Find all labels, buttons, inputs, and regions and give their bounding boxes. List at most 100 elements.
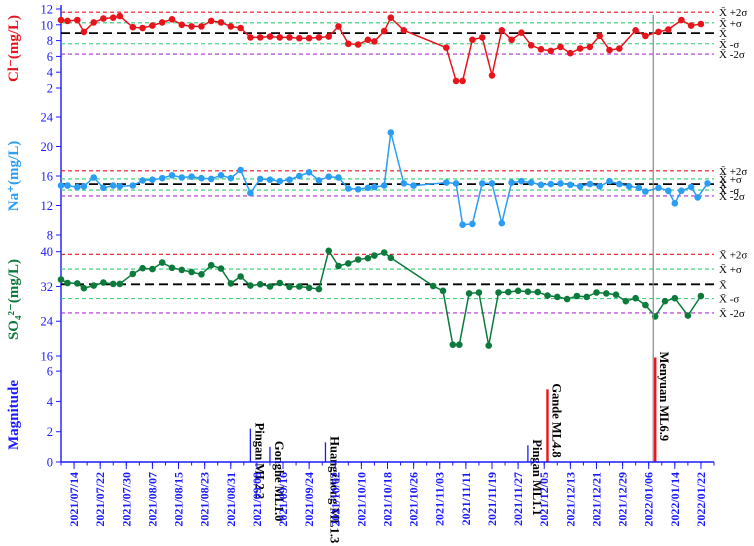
y-axis-label-cl: Cl⁻(mg/L)	[6, 15, 22, 82]
data-point-so4	[217, 265, 225, 272]
data-point-so4	[603, 290, 610, 297]
data-point-na	[687, 183, 695, 191]
data-point-cl	[665, 26, 672, 33]
y-tick-label-magnitude: 0	[47, 456, 53, 470]
data-point-cl	[469, 36, 476, 44]
data-point-na	[567, 181, 574, 189]
data-point-na	[266, 176, 274, 183]
data-point-na	[57, 182, 65, 189]
data-point-na	[139, 177, 146, 184]
data-point-na	[508, 179, 515, 186]
y-tick-label-cl: 12	[41, 3, 54, 17]
data-point-cl	[207, 17, 215, 25]
data-point-so4	[354, 256, 362, 263]
data-point-cl	[276, 34, 284, 41]
data-point-cl	[364, 36, 372, 44]
event-label: Menyuan ML6.9	[657, 352, 671, 442]
event-label: Gonghe ML1.0	[272, 441, 286, 522]
x-tick-label: 2021/11/27	[511, 472, 525, 526]
data-point-na	[469, 220, 476, 228]
data-point-na	[478, 180, 486, 187]
data-point-na	[498, 219, 506, 227]
stat-label-mean-so4: X̄	[719, 279, 727, 291]
data-point-na	[296, 172, 303, 180]
event-label: Huangzhong ML1.3	[327, 436, 341, 543]
data-point-cl	[380, 27, 388, 35]
data-point-na	[74, 183, 81, 191]
data-point-cl	[576, 45, 584, 52]
data-point-cl	[188, 23, 195, 30]
data-point-so4	[256, 281, 264, 288]
data-point-so4	[198, 271, 205, 278]
data-point-na	[586, 180, 594, 188]
data-point-cl	[90, 19, 97, 26]
y-tick-label-cl: 10	[41, 18, 54, 32]
data-point-so4	[524, 288, 532, 296]
data-point-so4	[661, 297, 669, 305]
data-point-cl	[256, 34, 264, 41]
data-point-cl	[596, 32, 603, 40]
y-tick-label-na: 20	[41, 140, 54, 154]
data-point-so4	[80, 284, 88, 292]
data-point-cl	[247, 34, 254, 41]
data-point-so4	[149, 265, 156, 273]
data-point-na	[443, 179, 450, 186]
x-tick-label: 2021/09/16	[276, 472, 290, 527]
data-point-so4	[286, 283, 293, 291]
y-axis-label-magnitude: Magnitude	[6, 380, 22, 450]
data-point-so4	[544, 292, 551, 299]
stat-label-mean-cl: X̄	[719, 28, 727, 40]
data-point-na	[625, 183, 633, 190]
data-point-so4	[207, 261, 215, 269]
y-tick-label-cl: 6	[47, 50, 53, 64]
x-tick-label: 2021/10/02	[328, 472, 342, 527]
data-point-so4	[227, 280, 235, 287]
data-point-so4	[449, 341, 457, 349]
x-tick-label: 2021/10/26	[407, 472, 421, 527]
data-point-so4	[563, 295, 571, 303]
data-point-na	[325, 173, 333, 180]
data-point-na	[694, 194, 701, 201]
panel-so4: 16 24 32 40 SO₄²⁻(mg/L) X̄ +2σ X̄ +σ X̄ X̄ -σ X̄ …	[6, 245, 747, 363]
data-point-so4	[129, 270, 137, 278]
data-point-so4	[57, 276, 65, 283]
data-point-na	[345, 185, 352, 192]
x-tick-label: 2021/10/18	[381, 472, 395, 527]
x-tick-label: 2021/12/29	[616, 472, 630, 527]
data-point-so4	[325, 247, 333, 255]
data-point-so4	[139, 264, 146, 272]
x-tick-label: 2021/08/15	[172, 472, 186, 527]
x-tick-label: 2021/07/30	[119, 472, 133, 527]
y-tick-label-na: 8	[47, 229, 53, 243]
data-point-so4	[168, 264, 176, 272]
data-point-cl	[149, 22, 156, 29]
data-point-so4	[237, 273, 244, 280]
data-point-na	[276, 177, 284, 185]
data-point-na	[557, 180, 564, 187]
data-point-so4	[247, 282, 254, 289]
data-point-cl	[335, 23, 342, 30]
data-point-na	[354, 186, 362, 193]
data-point-cl	[616, 45, 623, 52]
data-point-cl	[296, 34, 303, 42]
series-line-so4	[60, 248, 702, 346]
stat-label-mean-na: X̄	[719, 179, 727, 191]
data-point-so4	[495, 289, 502, 296]
data-point-cl	[315, 34, 323, 41]
stat-label-plus1-cl: X̄ +σ	[719, 18, 742, 30]
x-tick-label: 2022/01/22	[694, 472, 708, 527]
data-point-na	[371, 183, 378, 191]
data-point-so4	[345, 260, 352, 267]
data-point-cl	[305, 34, 313, 42]
data-point-cl	[116, 12, 124, 20]
x-tick-label: 2021/12/05	[537, 472, 551, 527]
data-point-cl	[478, 34, 486, 41]
x-tick-label: 2021/12/21	[589, 472, 603, 527]
data-point-na	[400, 180, 408, 187]
data-point-na	[596, 183, 603, 190]
data-point-na	[606, 177, 613, 185]
data-point-cl	[168, 15, 176, 23]
data-point-na	[286, 176, 293, 183]
data-point-cl	[286, 34, 293, 41]
